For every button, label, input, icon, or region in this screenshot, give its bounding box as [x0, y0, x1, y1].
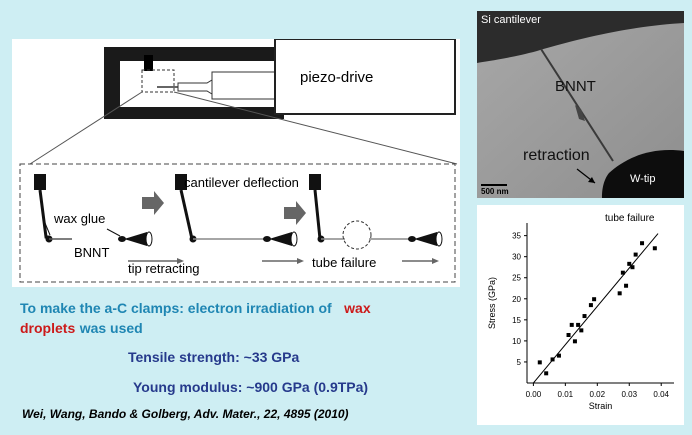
x-tick-label: 0.03 [621, 390, 637, 399]
scale-label: 500 nm [481, 187, 509, 196]
data-point [588, 303, 593, 308]
bnnt-fiber [540, 48, 614, 162]
data-point [592, 297, 597, 302]
tensile-strength: Tensile strength: ~33 GPa [128, 349, 300, 365]
x-tick-label: 0.04 [653, 390, 669, 399]
stage1-cantilever [34, 174, 46, 190]
data-point [576, 322, 581, 327]
clamp-note-line1: To make the a-C clamps: electron irradia… [20, 300, 332, 316]
tube-failure-label: tube failure [312, 255, 377, 270]
y-tick-label: 30 [512, 253, 521, 262]
cantilever-deflection-label: cantilever deflection [184, 175, 299, 190]
tip-retracting-label: tip retracting [128, 261, 200, 276]
step-arrow-1 [142, 191, 164, 215]
stage2-cantilever [175, 174, 187, 190]
stage2-tip [269, 232, 292, 246]
step-arrow-2 [284, 201, 306, 225]
y-tick-label: 25 [512, 274, 521, 283]
zoom-box [141, 69, 175, 93]
si-cantilever-region [477, 11, 684, 63]
holder-frame [104, 47, 284, 119]
stress-strain-chart: 0.00 0.01 0.02 0.03 0.04 5 10 15 20 25 30 35 tube fa… [477, 205, 684, 425]
citation: Wei, Wang, Bando & Golberg, Adv. Mater.,… [22, 407, 349, 421]
data-point [620, 270, 625, 275]
data-point [582, 314, 587, 319]
si-cantilever-label: Si cantilever [481, 14, 541, 26]
x-tick-label: 0.00 [526, 390, 542, 399]
zoom-line-right [173, 91, 458, 165]
data-point [640, 241, 645, 246]
data-point [537, 360, 542, 365]
data-point [579, 328, 584, 333]
schematic-panel: piezo-drive cantilever deflection wax gl… [12, 38, 460, 287]
data-point [633, 252, 638, 257]
tip-holder [177, 79, 213, 95]
young-modulus: Young modulus: ~900 GPa (0.9TPa) [133, 379, 369, 395]
y-tick-label: 20 [512, 295, 521, 304]
zoom-line-left [29, 91, 143, 165]
tip-rod [211, 71, 276, 100]
stage3-tip [414, 232, 437, 246]
data-point [566, 333, 571, 337]
clamp-note-wax: wax [344, 300, 371, 316]
clamp-note-droplets: droplets [20, 320, 76, 336]
data-point [550, 357, 555, 362]
data-point [630, 265, 635, 270]
y-tick-label: 15 [512, 316, 521, 325]
x-tick-label: 0.02 [590, 390, 606, 399]
data-point [544, 371, 549, 376]
tem-image: Si cantilever BNNT retraction W-tip 500 … [477, 11, 684, 198]
clamp-note: To make the a-C clamps: electron irradia… [20, 300, 371, 318]
data-point [572, 339, 577, 344]
y-tick-label: 5 [517, 358, 522, 367]
stage3-cantilever [309, 174, 321, 190]
tem-drawing [477, 11, 684, 198]
clamp-note-used: was used [79, 320, 143, 336]
data-point [652, 246, 657, 251]
data-point [556, 353, 561, 358]
data-point [569, 322, 574, 327]
schematic-drawing [19, 38, 458, 283]
w-tip-label: W-tip [630, 173, 656, 185]
y-tick-label: 35 [512, 232, 521, 241]
cantilever-block [144, 55, 153, 71]
piezo-drive-label: piezo-drive [300, 69, 374, 86]
chart-svg: 0.00 0.01 0.02 0.03 0.04 5 10 15 20 25 30 35 tube fa… [487, 213, 674, 411]
bnnt-label: BNNT [74, 245, 110, 260]
tube-failure-annotation: tube failure [605, 213, 655, 224]
clamp-note-2: droplets was used [20, 320, 143, 338]
detail-box [19, 163, 456, 283]
x-tick-label: 0.01 [558, 390, 574, 399]
data-point [617, 291, 622, 296]
y-tick-label: 10 [512, 337, 521, 346]
wax-glue-label: wax glue [54, 211, 106, 226]
tem-bnnt-label: BNNT [555, 78, 596, 95]
data-point [627, 261, 632, 266]
data-point [624, 283, 629, 288]
x-axis-label: Strain [589, 401, 613, 411]
failure-circle [342, 220, 372, 250]
w-tip-region [601, 150, 684, 198]
piezo-drive-box [274, 38, 456, 115]
stage1-tip [124, 232, 147, 246]
retraction-label: retraction [523, 147, 590, 164]
y-axis-label: Stress (GPa) [487, 277, 497, 329]
